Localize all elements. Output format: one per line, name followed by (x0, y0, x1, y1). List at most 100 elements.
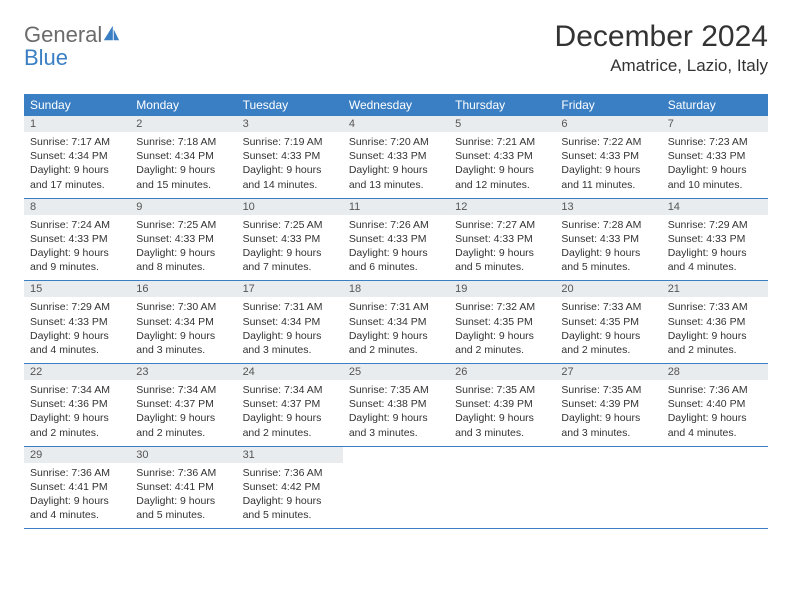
calendar-cell: 25Sunrise: 7:35 AMSunset: 4:38 PMDayligh… (343, 364, 449, 447)
day-number: 11 (343, 199, 449, 215)
weekday-header-row: Sunday Monday Tuesday Wednesday Thursday… (24, 94, 768, 116)
weekday-header: Tuesday (237, 94, 343, 116)
day-detail: Sunrise: 7:36 AMSunset: 4:41 PMDaylight:… (130, 463, 236, 529)
day-number: 26 (449, 364, 555, 380)
location-subtitle: Amatrice, Lazio, Italy (555, 56, 768, 76)
day-detail: Sunrise: 7:19 AMSunset: 4:33 PMDaylight:… (237, 132, 343, 198)
day-number: 21 (662, 281, 768, 297)
calendar-cell: 10Sunrise: 7:25 AMSunset: 4:33 PMDayligh… (237, 198, 343, 281)
calendar-row: 1Sunrise: 7:17 AMSunset: 4:34 PMDaylight… (24, 116, 768, 198)
day-number: 31 (237, 447, 343, 463)
calendar-cell: 24Sunrise: 7:34 AMSunset: 4:37 PMDayligh… (237, 364, 343, 447)
weekday-header: Thursday (449, 94, 555, 116)
day-number: 18 (343, 281, 449, 297)
calendar-cell: 5Sunrise: 7:21 AMSunset: 4:33 PMDaylight… (449, 116, 555, 198)
calendar-cell: 18Sunrise: 7:31 AMSunset: 4:34 PMDayligh… (343, 281, 449, 364)
day-number: 19 (449, 281, 555, 297)
logo: General Blue (24, 20, 120, 70)
day-detail: Sunrise: 7:31 AMSunset: 4:34 PMDaylight:… (343, 297, 449, 363)
day-detail: Sunrise: 7:25 AMSunset: 4:33 PMDaylight:… (130, 215, 236, 281)
day-detail: Sunrise: 7:17 AMSunset: 4:34 PMDaylight:… (24, 132, 130, 198)
sail-icon (102, 24, 120, 42)
calendar-cell: 14Sunrise: 7:29 AMSunset: 4:33 PMDayligh… (662, 198, 768, 281)
day-number: 14 (662, 199, 768, 215)
calendar-cell: 31Sunrise: 7:36 AMSunset: 4:42 PMDayligh… (237, 446, 343, 529)
calendar-cell: 21Sunrise: 7:33 AMSunset: 4:36 PMDayligh… (662, 281, 768, 364)
calendar-row: 22Sunrise: 7:34 AMSunset: 4:36 PMDayligh… (24, 364, 768, 447)
logo-word-blue: Blue (24, 45, 68, 70)
weekday-header: Wednesday (343, 94, 449, 116)
day-detail: Sunrise: 7:31 AMSunset: 4:34 PMDaylight:… (237, 297, 343, 363)
day-number: 27 (555, 364, 661, 380)
calendar-cell: 4Sunrise: 7:20 AMSunset: 4:33 PMDaylight… (343, 116, 449, 198)
calendar-cell: 27Sunrise: 7:35 AMSunset: 4:39 PMDayligh… (555, 364, 661, 447)
page-header: General Blue December 2024 Amatrice, Laz… (24, 20, 768, 76)
calendar-cell: 9Sunrise: 7:25 AMSunset: 4:33 PMDaylight… (130, 198, 236, 281)
day-detail: Sunrise: 7:36 AMSunset: 4:41 PMDaylight:… (24, 463, 130, 529)
day-number: 30 (130, 447, 236, 463)
day-detail: Sunrise: 7:24 AMSunset: 4:33 PMDaylight:… (24, 215, 130, 281)
day-number: 23 (130, 364, 236, 380)
day-number: 6 (555, 116, 661, 132)
day-detail: Sunrise: 7:34 AMSunset: 4:37 PMDaylight:… (130, 380, 236, 446)
day-number: 10 (237, 199, 343, 215)
day-detail: Sunrise: 7:29 AMSunset: 4:33 PMDaylight:… (662, 215, 768, 281)
day-detail: Sunrise: 7:22 AMSunset: 4:33 PMDaylight:… (555, 132, 661, 198)
day-detail: Sunrise: 7:34 AMSunset: 4:37 PMDaylight:… (237, 380, 343, 446)
day-number: 9 (130, 199, 236, 215)
day-number: 17 (237, 281, 343, 297)
weekday-header: Monday (130, 94, 236, 116)
calendar-cell: .. (343, 446, 449, 529)
calendar-cell: 17Sunrise: 7:31 AMSunset: 4:34 PMDayligh… (237, 281, 343, 364)
calendar-row: 8Sunrise: 7:24 AMSunset: 4:33 PMDaylight… (24, 198, 768, 281)
day-number: 4 (343, 116, 449, 132)
logo-text: General Blue (24, 24, 120, 70)
weekday-header: Sunday (24, 94, 130, 116)
calendar-cell: 20Sunrise: 7:33 AMSunset: 4:35 PMDayligh… (555, 281, 661, 364)
calendar-cell: 19Sunrise: 7:32 AMSunset: 4:35 PMDayligh… (449, 281, 555, 364)
weekday-header: Saturday (662, 94, 768, 116)
day-detail: Sunrise: 7:30 AMSunset: 4:34 PMDaylight:… (130, 297, 236, 363)
day-detail: Sunrise: 7:35 AMSunset: 4:38 PMDaylight:… (343, 380, 449, 446)
day-detail: Sunrise: 7:35 AMSunset: 4:39 PMDaylight:… (449, 380, 555, 446)
logo-word-general: General (24, 22, 102, 47)
day-number: 24 (237, 364, 343, 380)
calendar-cell: 11Sunrise: 7:26 AMSunset: 4:33 PMDayligh… (343, 198, 449, 281)
day-detail: Sunrise: 7:33 AMSunset: 4:36 PMDaylight:… (662, 297, 768, 363)
day-number: 3 (237, 116, 343, 132)
calendar-cell: 7Sunrise: 7:23 AMSunset: 4:33 PMDaylight… (662, 116, 768, 198)
day-detail: Sunrise: 7:28 AMSunset: 4:33 PMDaylight:… (555, 215, 661, 281)
calendar-cell: 30Sunrise: 7:36 AMSunset: 4:41 PMDayligh… (130, 446, 236, 529)
page-title: December 2024 (555, 20, 768, 54)
day-number: 1 (24, 116, 130, 132)
day-detail: Sunrise: 7:21 AMSunset: 4:33 PMDaylight:… (449, 132, 555, 198)
calendar-table: Sunday Monday Tuesday Wednesday Thursday… (24, 94, 768, 529)
day-detail: Sunrise: 7:27 AMSunset: 4:33 PMDaylight:… (449, 215, 555, 281)
calendar-cell: 15Sunrise: 7:29 AMSunset: 4:33 PMDayligh… (24, 281, 130, 364)
day-number: 20 (555, 281, 661, 297)
calendar-cell: 13Sunrise: 7:28 AMSunset: 4:33 PMDayligh… (555, 198, 661, 281)
day-detail: Sunrise: 7:33 AMSunset: 4:35 PMDaylight:… (555, 297, 661, 363)
day-number: 22 (24, 364, 130, 380)
day-detail: Sunrise: 7:32 AMSunset: 4:35 PMDaylight:… (449, 297, 555, 363)
day-detail: Sunrise: 7:29 AMSunset: 4:33 PMDaylight:… (24, 297, 130, 363)
title-block: December 2024 Amatrice, Lazio, Italy (555, 20, 768, 76)
day-number: 13 (555, 199, 661, 215)
calendar-cell: 3Sunrise: 7:19 AMSunset: 4:33 PMDaylight… (237, 116, 343, 198)
day-number: 5 (449, 116, 555, 132)
calendar-cell: 12Sunrise: 7:27 AMSunset: 4:33 PMDayligh… (449, 198, 555, 281)
calendar-cell: 23Sunrise: 7:34 AMSunset: 4:37 PMDayligh… (130, 364, 236, 447)
day-number: 29 (24, 447, 130, 463)
day-number: 2 (130, 116, 236, 132)
calendar-body: 1Sunrise: 7:17 AMSunset: 4:34 PMDaylight… (24, 116, 768, 529)
calendar-cell: .. (555, 446, 661, 529)
weekday-header: Friday (555, 94, 661, 116)
calendar-cell: 26Sunrise: 7:35 AMSunset: 4:39 PMDayligh… (449, 364, 555, 447)
calendar-cell: 22Sunrise: 7:34 AMSunset: 4:36 PMDayligh… (24, 364, 130, 447)
day-detail: Sunrise: 7:20 AMSunset: 4:33 PMDaylight:… (343, 132, 449, 198)
day-detail: Sunrise: 7:34 AMSunset: 4:36 PMDaylight:… (24, 380, 130, 446)
calendar-cell: 29Sunrise: 7:36 AMSunset: 4:41 PMDayligh… (24, 446, 130, 529)
calendar-cell: 8Sunrise: 7:24 AMSunset: 4:33 PMDaylight… (24, 198, 130, 281)
day-number: 28 (662, 364, 768, 380)
day-number: 16 (130, 281, 236, 297)
